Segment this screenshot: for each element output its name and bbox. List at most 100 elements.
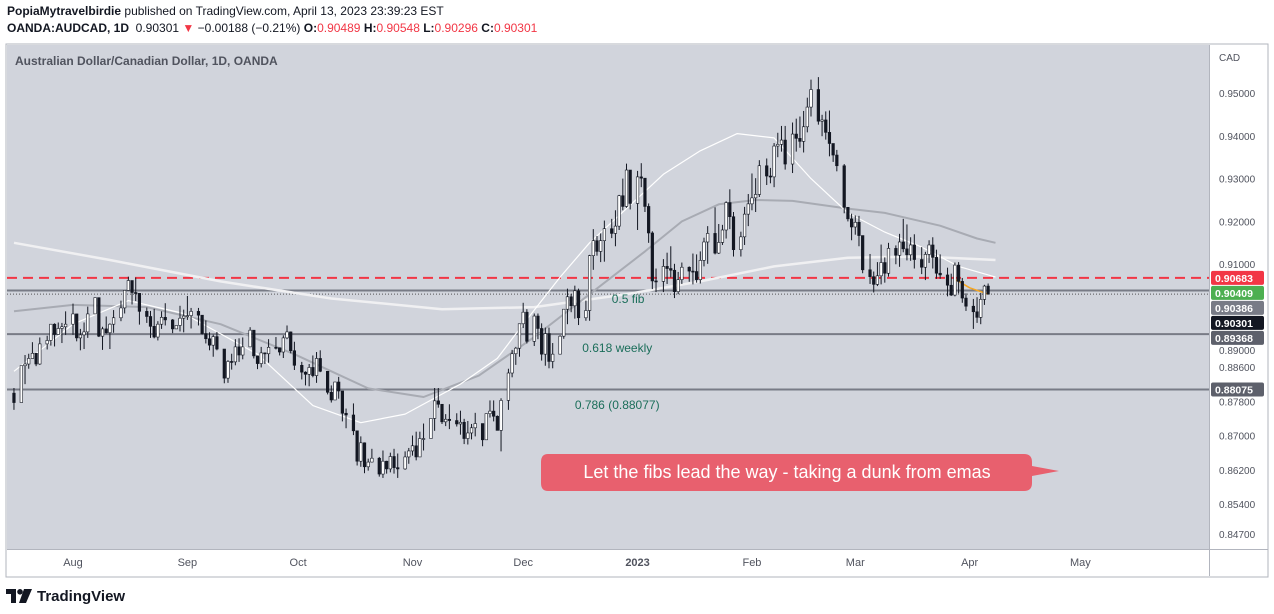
candle <box>610 218 614 239</box>
candle <box>458 410 463 435</box>
candle-body <box>949 284 953 296</box>
candle-body <box>403 456 407 470</box>
candle <box>964 293 968 311</box>
candle <box>742 206 747 245</box>
candle-body <box>23 363 27 367</box>
candle-body <box>647 206 651 234</box>
candle <box>691 253 695 285</box>
candle <box>731 212 736 257</box>
candle-body <box>931 244 935 258</box>
time-axis[interactable]: Aug Sep Oct Nov Dec 2023 Feb Mar Apr May <box>63 557 1091 569</box>
candle <box>274 337 278 350</box>
candle-body <box>480 423 485 441</box>
time-tick-label: Sep <box>178 557 198 569</box>
candle-body <box>499 400 503 431</box>
candle <box>676 271 680 295</box>
candle-body <box>879 262 883 277</box>
candle-body <box>226 361 230 379</box>
candle-body <box>635 176 640 204</box>
candle <box>78 328 82 351</box>
candle <box>344 408 348 429</box>
candle-body <box>123 290 127 309</box>
candle <box>418 431 422 458</box>
price-label-box <box>1211 285 1264 300</box>
candle-body <box>687 266 691 272</box>
candle <box>639 163 643 188</box>
price-label-box <box>1211 315 1264 330</box>
candle <box>717 223 721 254</box>
candle-body <box>56 328 60 335</box>
candle-body <box>558 335 562 355</box>
candle <box>687 266 691 282</box>
price-label-text: 0.89368 <box>1215 333 1253 345</box>
candle-body <box>587 255 592 311</box>
candle-body <box>639 176 643 179</box>
candle <box>945 267 950 297</box>
candle-body <box>421 438 426 440</box>
candle-body <box>274 347 278 349</box>
candle <box>333 381 337 401</box>
price-tick-label: 0.87000 <box>1219 432 1256 443</box>
candle <box>831 143 835 162</box>
price-tick-label: 0.84700 <box>1219 530 1256 541</box>
candle-body <box>894 248 898 256</box>
candle-body <box>418 438 422 458</box>
candle <box>93 297 97 315</box>
candle-body <box>831 143 835 156</box>
candle <box>846 206 850 222</box>
candle <box>573 285 577 319</box>
candle-body <box>750 197 754 205</box>
tradingview-footer[interactable]: TradingView <box>6 586 125 606</box>
candle <box>311 355 315 378</box>
fib-annotation: 0.5 fib <box>612 292 645 306</box>
publish-text: published on TradingView.com, April 13, … <box>124 4 444 18</box>
candle <box>123 290 127 314</box>
candle <box>565 288 570 325</box>
candle <box>875 262 880 287</box>
candle <box>359 436 363 467</box>
candle <box>647 203 651 243</box>
candle <box>462 418 466 445</box>
candle <box>624 163 629 208</box>
candle <box>156 321 160 341</box>
candle-body <box>86 313 90 333</box>
tradingview-logo-icon <box>6 589 32 603</box>
open-value: 0.90489 <box>317 21 361 35</box>
candle-body <box>920 259 924 268</box>
candle <box>97 297 101 338</box>
time-tick-label: May <box>1070 557 1091 569</box>
price-label: 0.90386 <box>1211 300 1264 315</box>
candle-body <box>971 305 975 313</box>
candle-body <box>521 311 525 325</box>
candle-body <box>610 228 614 234</box>
candle <box>872 271 876 293</box>
price-axis[interactable]: 0.84700 0.85400 0.86200 0.87000 0.87800 0.886… <box>1219 89 1256 541</box>
candle <box>64 311 68 335</box>
candle <box>466 420 470 445</box>
candle <box>278 347 282 356</box>
candle <box>126 276 130 291</box>
candle-body <box>927 244 931 255</box>
candle <box>230 353 234 370</box>
candle <box>971 298 975 329</box>
candle <box>292 341 297 371</box>
candle-body <box>492 410 496 417</box>
candle-body <box>661 266 665 282</box>
candle-body <box>410 445 415 452</box>
candle-body <box>695 271 699 280</box>
candle-body <box>779 139 784 145</box>
candle <box>765 158 769 186</box>
candle-body <box>602 228 606 241</box>
author-name[interactable]: PopiaMytravelbirdie <box>7 4 122 18</box>
candle-body <box>75 313 79 339</box>
candle-body <box>691 270 695 273</box>
candle <box>672 263 677 299</box>
candle-body <box>790 133 795 165</box>
candle <box>724 201 728 239</box>
candle <box>351 403 356 436</box>
candle-body <box>281 337 285 353</box>
candle-body <box>377 457 381 475</box>
candle <box>30 342 35 359</box>
candle-body <box>473 423 477 429</box>
